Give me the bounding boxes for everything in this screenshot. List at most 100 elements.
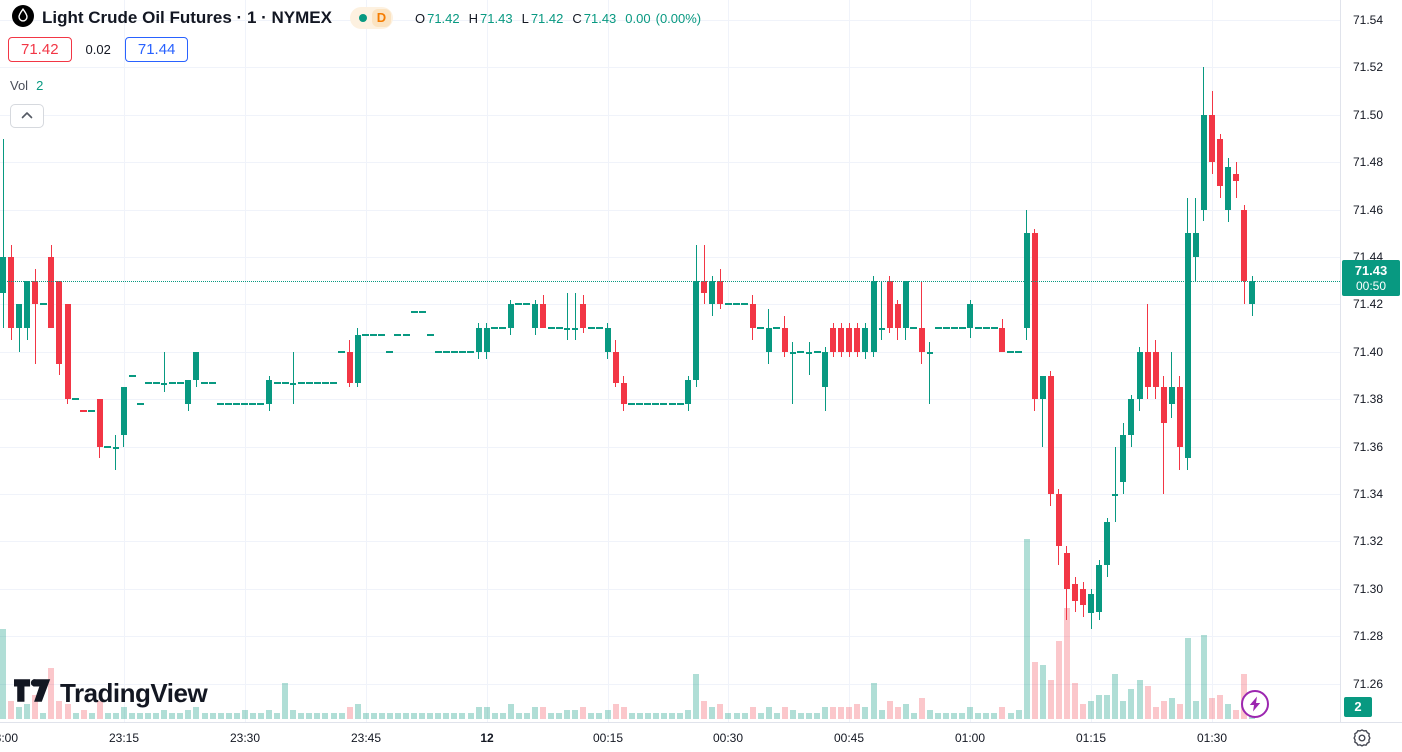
volume-bar	[999, 707, 1006, 719]
candle	[854, 328, 861, 352]
candle	[846, 328, 853, 352]
volume-bar	[878, 710, 885, 719]
price-tick-label: 71.50	[1353, 107, 1384, 122]
candle	[386, 350, 394, 353]
symbol-logo-icon	[12, 4, 34, 32]
candle	[733, 303, 740, 306]
candle	[974, 327, 982, 330]
candle-wick	[18, 304, 20, 352]
tradingview-watermark[interactable]: TradingView	[14, 676, 208, 710]
gear-icon	[1351, 729, 1373, 752]
volume-bar	[40, 713, 47, 719]
volume-bar	[733, 713, 740, 719]
candle	[967, 304, 974, 329]
volume-bar	[72, 713, 79, 719]
candle	[0, 257, 6, 293]
grid-line-v	[728, 0, 729, 722]
candle-wick	[1163, 375, 1165, 494]
candle	[926, 351, 933, 354]
time-tick-label: 01:30	[1196, 731, 1228, 745]
candle	[136, 402, 144, 405]
market-status-pill[interactable]: D	[349, 7, 393, 29]
volume-bar	[693, 674, 700, 719]
candle	[217, 402, 225, 405]
candle	[330, 381, 337, 384]
candle	[450, 350, 458, 353]
volume-bar	[789, 710, 796, 719]
volume-bar	[322, 713, 329, 719]
candle	[572, 328, 579, 331]
volume-bar	[314, 713, 321, 719]
chart-canvas[interactable]	[0, 0, 1340, 722]
volume-bar	[330, 713, 337, 719]
volume-bar	[290, 710, 297, 719]
volume-bar	[644, 713, 651, 719]
grid-line-h	[0, 683, 1340, 685]
volume-bar	[677, 713, 683, 719]
candle	[1007, 350, 1014, 353]
price-axis[interactable]: 71.54 71.52 71.50 71.48 71.46 71.44 71.42 71.40…	[1340, 0, 1402, 722]
candle	[741, 303, 748, 306]
price-tick-label: 71.52	[1353, 60, 1384, 75]
chevron-up-icon	[20, 107, 34, 125]
candle	[958, 327, 966, 330]
candle	[644, 402, 652, 405]
volume-bar	[572, 710, 579, 719]
volume-bar	[8, 701, 15, 719]
legend-collapse-button[interactable]	[10, 104, 44, 128]
time-axis[interactable]: 23:00 23:15 23:30 23:45 12 00:15 00:30 00:45 01:…	[0, 722, 1402, 752]
grid-line-v	[608, 0, 609, 722]
candle	[709, 280, 716, 305]
candle	[442, 350, 450, 353]
grid-line-h	[0, 114, 1340, 116]
quick-trade-button[interactable]	[1240, 689, 1270, 719]
volume-bar	[120, 707, 127, 719]
candle	[56, 280, 63, 364]
delayed-data-badge[interactable]: D	[371, 9, 391, 27]
volume-bar	[830, 707, 837, 719]
volume-bar	[910, 713, 917, 719]
candle	[499, 327, 507, 330]
volume-bar	[354, 704, 361, 719]
volume-bar	[112, 713, 119, 719]
volume-bar	[967, 707, 974, 719]
candle	[838, 328, 845, 352]
symbol-title[interactable]: Light Crude Oil Futures · 1 · NYMEX	[42, 8, 332, 27]
candle	[701, 280, 708, 293]
candle	[934, 327, 942, 330]
candle	[290, 382, 297, 385]
volume-bar	[1152, 707, 1159, 719]
volume-bar	[403, 713, 409, 719]
candle-wick	[115, 434, 117, 471]
volume-bar	[137, 713, 143, 719]
volume-bar	[1136, 680, 1143, 719]
volume-bar	[451, 713, 458, 719]
candle	[757, 327, 765, 330]
price-tick-label: 71.26	[1353, 676, 1384, 691]
buy-button[interactable]: 71.44	[124, 37, 189, 62]
candle	[813, 350, 821, 353]
axis-settings-button[interactable]	[1351, 727, 1373, 749]
volume-bar	[483, 707, 490, 719]
volume-bar	[257, 713, 264, 719]
volume-bar	[838, 707, 845, 719]
candle	[894, 304, 901, 329]
candle-wick	[1147, 304, 1148, 400]
time-tick-label: 23:00	[0, 731, 19, 745]
volume-bar	[1015, 710, 1022, 719]
candle-wick	[703, 245, 705, 305]
volume-bar	[991, 713, 998, 719]
volume-bar	[1112, 674, 1119, 719]
volume-bar	[1120, 701, 1127, 719]
candle	[305, 381, 313, 384]
candle	[870, 280, 877, 352]
candle	[1112, 494, 1119, 496]
volume-bar	[636, 713, 643, 719]
sell-button[interactable]: 71.42	[8, 37, 72, 62]
candle	[338, 350, 345, 353]
candle	[1225, 166, 1232, 210]
volume-axis-badge: 2	[1344, 697, 1372, 717]
candle	[1015, 350, 1023, 353]
candle	[193, 351, 200, 381]
